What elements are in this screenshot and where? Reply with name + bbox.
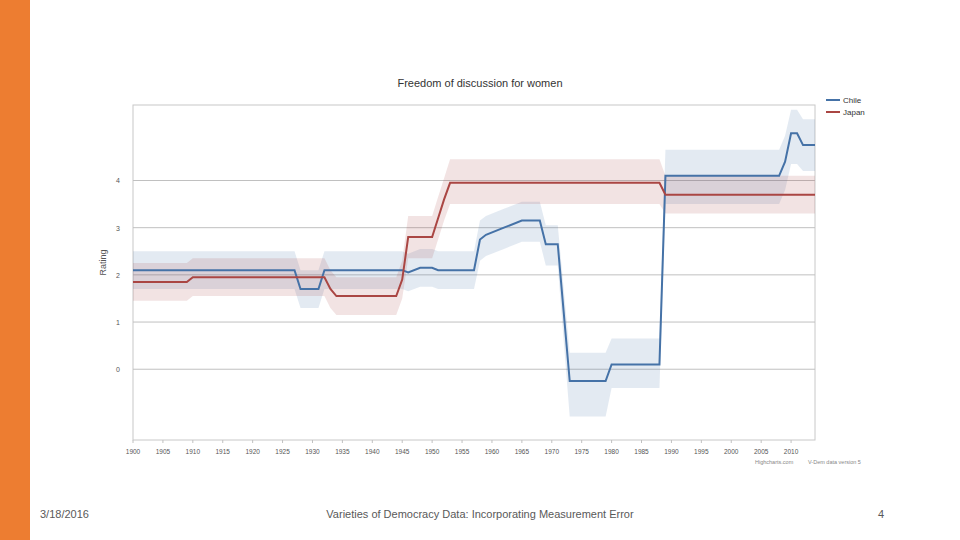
credits: V-Dem data version 5: [808, 459, 861, 465]
x-tick-label: 1975: [574, 448, 589, 455]
y-tick-label: 1: [116, 319, 120, 326]
x-tick-label: 1950: [425, 448, 440, 455]
x-tick-label: 1980: [604, 448, 619, 455]
x-tick-label: 1945: [395, 448, 410, 455]
x-tick: [731, 440, 732, 443]
x-tick: [282, 440, 283, 443]
x-tick-label: 1915: [216, 448, 231, 455]
x-tick: [581, 440, 582, 443]
x-tick-label: 1970: [545, 448, 560, 455]
x-tick: [491, 440, 492, 443]
x-tick-label: 1995: [694, 448, 709, 455]
x-tick: [701, 440, 702, 443]
x-tick-label: 1900: [126, 448, 141, 455]
chart-title: Freedom of discussion for women: [397, 77, 562, 89]
y-tick-label: 0: [116, 366, 120, 373]
x-tick: [312, 440, 313, 443]
footer-text: Varieties of Democracy Data: Incorporati…: [326, 508, 633, 520]
y-tick-label: 3: [116, 225, 120, 232]
x-tick-label: 1905: [156, 448, 171, 455]
confidence-band: [133, 159, 815, 315]
chart: Freedom of discussion for women 0 1 2 3 4 Rati…: [0, 0, 960, 540]
legend-symbol: [826, 99, 840, 101]
x-tick-label: 2000: [724, 448, 739, 455]
y-tick-label: 4: [116, 177, 120, 184]
x-tick: [611, 440, 612, 443]
confidence-band: [133, 110, 815, 417]
y-axis-label: Rating: [98, 249, 108, 275]
legend-label: Chile: [843, 96, 862, 105]
x-tick: [521, 440, 522, 443]
x-tick-label: 1985: [634, 448, 649, 455]
x-tick: [222, 440, 223, 443]
x-tick: [462, 440, 463, 443]
x-tick: [342, 440, 343, 443]
slide: {"slide": {"date": "3/18/2016", "footer"…: [0, 0, 960, 540]
x-tick-label: 1960: [485, 448, 500, 455]
footer-text: 4: [878, 508, 884, 520]
x-tick: [252, 440, 253, 443]
series-line: [133, 133, 815, 381]
x-tick-label: 1930: [305, 448, 320, 455]
footer-text: 3/18/2016: [40, 508, 89, 520]
grid-line: [133, 369, 815, 370]
x-tick-label: 2005: [754, 448, 769, 455]
legend-symbol: [826, 111, 840, 113]
grid-line: [133, 227, 815, 228]
accent-bar: [0, 0, 30, 540]
legend-label: Japan: [843, 108, 865, 117]
x-tick: [671, 440, 672, 443]
x-tick: [641, 440, 642, 443]
x-tick: [372, 440, 373, 443]
x-tick: [551, 440, 552, 443]
y-tick-label: 2: [116, 272, 120, 279]
series-line: [133, 183, 815, 296]
x-tick-label: 1910: [186, 448, 201, 455]
x-tick-label: 1935: [335, 448, 350, 455]
x-tick: [791, 440, 792, 443]
x-tick: [133, 440, 134, 443]
x-tick-label: 2010: [784, 448, 799, 455]
x-tick-label: 1940: [365, 448, 380, 455]
credits: Highcharts.com: [755, 459, 794, 465]
x-tick: [402, 440, 403, 443]
grid-line: [133, 322, 815, 323]
x-tick-label: 1925: [275, 448, 290, 455]
plot-frame: [133, 105, 815, 440]
x-tick-label: 1920: [245, 448, 260, 455]
x-tick: [192, 440, 193, 443]
x-tick-label: 1990: [664, 448, 679, 455]
x-tick-label: 1965: [515, 448, 530, 455]
x-tick: [761, 440, 762, 443]
plot-area: [133, 110, 815, 417]
x-tick: [432, 440, 433, 443]
x-tick: [162, 440, 163, 443]
x-tick-label: 1955: [455, 448, 470, 455]
